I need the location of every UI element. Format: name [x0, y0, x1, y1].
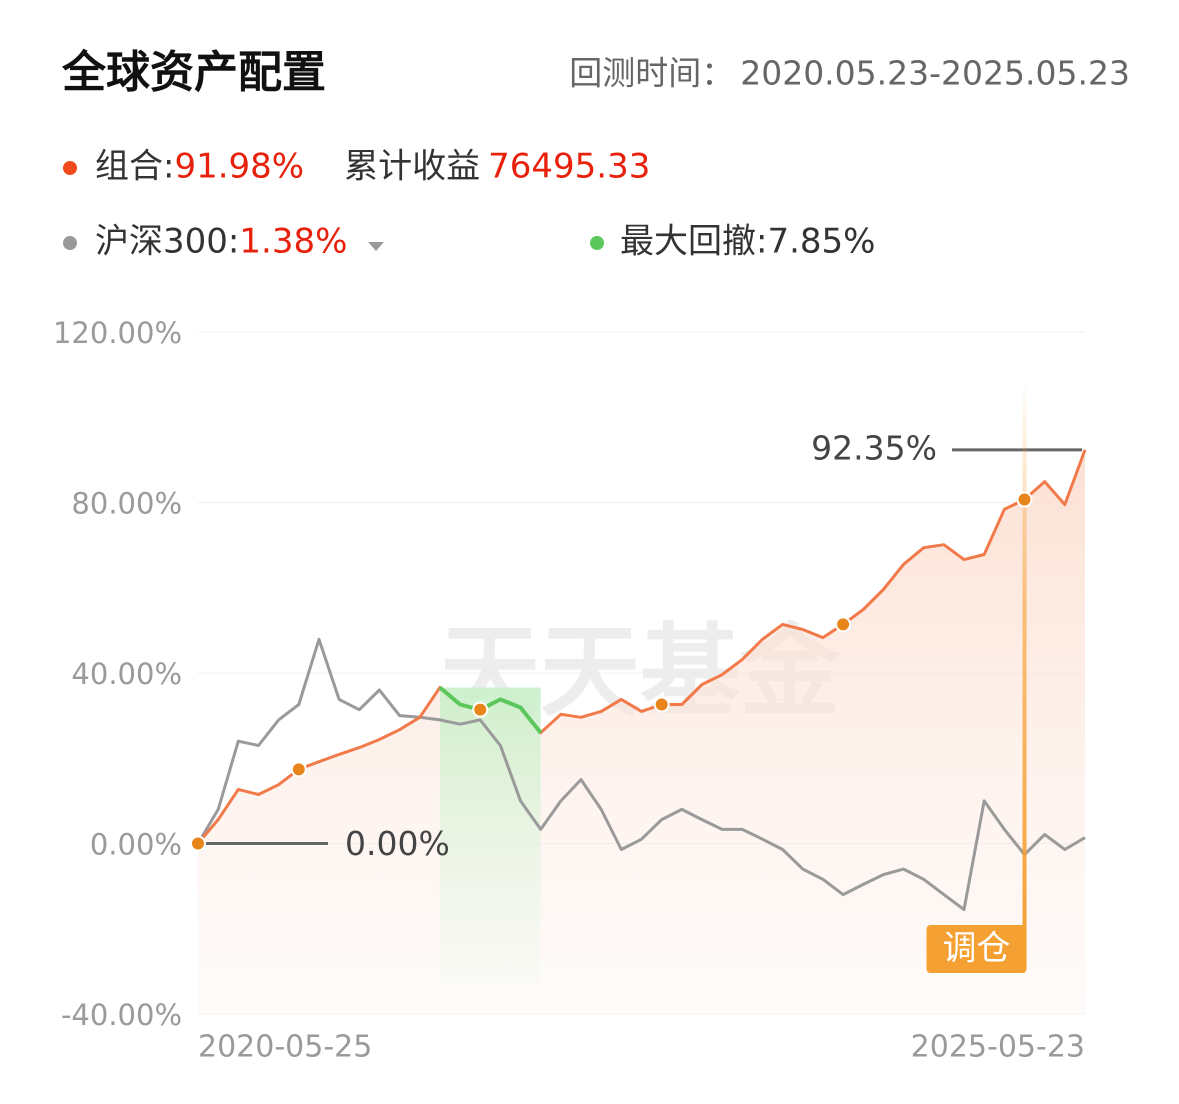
period-label: 回测时间：	[569, 54, 734, 93]
annotation-label: 0.00%	[345, 824, 450, 863]
rebalance-dot	[290, 761, 307, 778]
y-tick-label: 80.00%	[71, 487, 182, 521]
x-tick-label: 2020-05-25	[198, 1030, 372, 1065]
rebalance-line	[1022, 380, 1027, 940]
rebalance-dot	[653, 696, 670, 713]
title: 全球资产配置	[61, 47, 326, 98]
drawdown-band	[439, 687, 541, 984]
legend-value: 91.98%	[174, 147, 304, 187]
legend-dot	[63, 161, 77, 175]
legend-separator: :	[163, 147, 174, 187]
y-tick-label: -40.00%	[61, 998, 182, 1032]
series-line	[196, 637, 1086, 912]
legend-separator: :	[756, 222, 767, 262]
legend-value: 76495.33	[488, 147, 650, 187]
legend-label: 最大回撤	[620, 222, 756, 262]
annotation-label: 92.35%	[811, 428, 937, 467]
legend-label: 组合	[95, 147, 163, 187]
period: 2020.05.23-2025.05.23	[740, 54, 1130, 93]
y-tick-label: 40.00%	[71, 657, 182, 691]
rebalance-dot	[190, 835, 206, 852]
rebalance-label: 调仓	[943, 929, 1011, 969]
area-fill	[198, 449, 1085, 1014]
dropdown-icon[interactable]	[368, 242, 384, 251]
rebalance-dot	[472, 701, 489, 718]
series-line	[438, 685, 543, 734]
legend-dot	[590, 236, 604, 250]
rebalance-dot	[835, 616, 852, 633]
legend-value: 1.38%	[239, 222, 347, 262]
rebalance-tag	[926, 925, 1027, 973]
series-line	[196, 449, 1087, 845]
legend-dot	[63, 236, 77, 250]
legend-value: 7.85%	[767, 222, 875, 262]
legend-separator: :	[228, 222, 239, 262]
y-tick-label: 0.00%	[90, 828, 182, 862]
legend-label: 沪深300	[95, 222, 228, 262]
y-tick-label: 120.00%	[53, 316, 182, 350]
x-tick-label: 2025-05-23	[911, 1030, 1085, 1065]
rebalance-dot	[1016, 491, 1033, 508]
legend-label: 累计收益	[344, 147, 480, 187]
